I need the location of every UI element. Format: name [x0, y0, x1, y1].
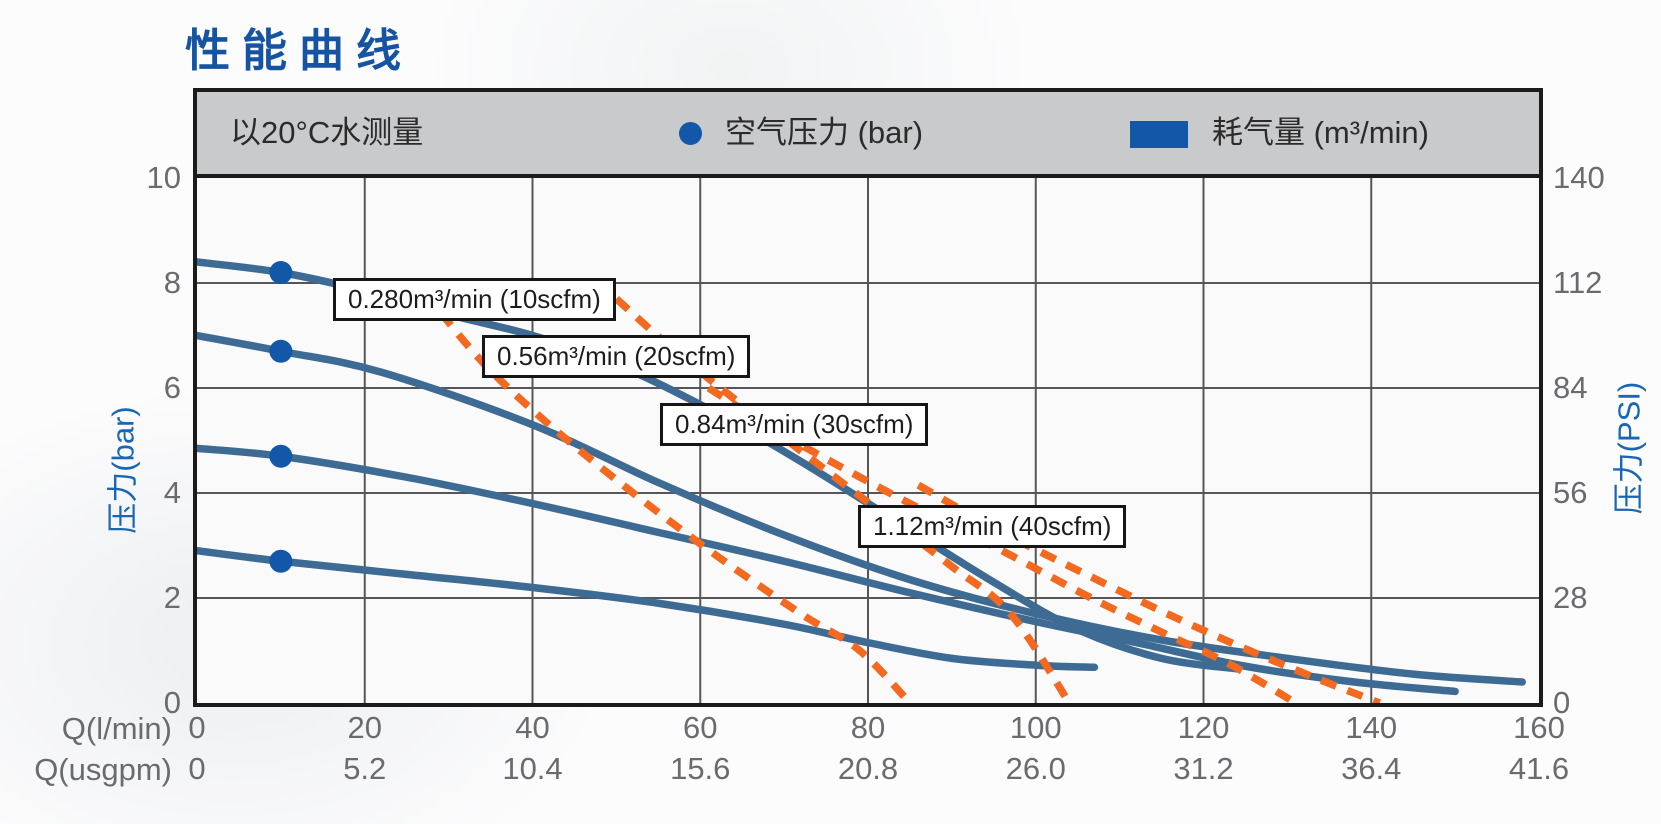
y-left-tick: 10 [146, 160, 181, 195]
y-right-tick: 112 [1553, 265, 1603, 300]
x-lmin-tick: 60 [683, 710, 718, 745]
x-lmin-tick: 140 [1345, 710, 1398, 745]
x-lmin-tick: 160 [1513, 710, 1565, 745]
x-lmin-tick: 120 [1177, 710, 1230, 745]
x-axis-usgpm-label: Q(usgpm) [34, 752, 172, 787]
x-lmin-tick: 0 [188, 710, 206, 745]
legend-air-consumption-label: 耗气量 (m³/min) [1212, 115, 1429, 150]
y-right-tick: 140 [1553, 160, 1605, 195]
y-left-tick: 8 [163, 265, 181, 300]
x-usgpm-tick: 10.4 [502, 751, 563, 786]
consumption-30scfm [706, 384, 1298, 703]
x-usgpm-tick: 31.2 [1173, 751, 1234, 786]
plot-area: 0.280m³/min (10scfm) 0.56m³/min (20scfm) 0… [193, 178, 1543, 707]
curve-label-2: 0.56m³/min (20scfm) [482, 335, 751, 378]
y-axis-left-ticks: 10 8 6 4 2 0 [0, 0, 181, 824]
y-right-tick: 28 [1553, 580, 1588, 615]
y-right-tick: 84 [1553, 370, 1588, 405]
chart-header: 以20°C水测量 空气压力 (bar) 耗气量 (m³/min) [193, 88, 1543, 178]
x-lmin-tick: 80 [850, 710, 886, 745]
measurement-note: 以20°C水测量 [230, 115, 424, 150]
pressure-curve-1-pressure-dot [269, 261, 293, 284]
pressure-curve-4 [197, 547, 1099, 672]
pressure-curve-2-pressure-dot [269, 339, 293, 363]
pressure-curve-3-pressure-dot [269, 444, 293, 468]
air-pressure-dot-icon [679, 122, 702, 145]
y-axis-right-title: 压力(PSI) [1611, 381, 1647, 515]
y-axis-right-ticks: 140 112 84 56 28 0 [1553, 0, 1661, 824]
x-lmin-tick: 100 [1009, 710, 1062, 745]
x-axis-lmin-label: Q(l/min) [61, 711, 172, 746]
air-consumption-bar-icon [1130, 121, 1188, 148]
y-left-tick: 6 [163, 370, 181, 405]
x-usgpm-tick: 15.6 [670, 751, 731, 786]
pressure-curve-4-pressure-dot [269, 549, 293, 573]
y-right-tick: 0 [1553, 685, 1571, 720]
curve-label-1: 0.280m³/min (10scfm) [333, 278, 616, 321]
curve-label-3: 0.84m³/min (30scfm) [660, 403, 929, 446]
y-left-tick: 0 [163, 685, 181, 720]
pressure-curve-2 [197, 331, 1526, 686]
y-left-tick: 4 [163, 475, 181, 510]
x-usgpm-tick: 26.0 [1005, 751, 1066, 786]
x-usgpm-tick: 5.2 [343, 751, 387, 786]
x-axis-lmin-row: Q(l/min) 0 20 40 60 80 100 120 140 160 [0, 708, 1661, 750]
x-lmin-tick: 40 [515, 710, 550, 745]
x-axis-usgpm-row: Q(usgpm) 0 5.2 10.4 15.6 20.8 26.0 31.2 36.4 41.… [0, 749, 1661, 791]
x-usgpm-tick: 20.8 [837, 751, 899, 786]
y-axis-left-title: 压力(bar) [105, 406, 141, 534]
y-right-tick: 56 [1553, 475, 1588, 510]
x-usgpm-tick: 0 [188, 751, 206, 786]
y-left-tick: 2 [163, 580, 181, 615]
curve-label-4: 1.12m³/min (40scfm) [858, 505, 1127, 548]
x-usgpm-tick: 41.6 [1508, 751, 1570, 786]
x-lmin-tick: 20 [347, 710, 382, 745]
pressure-curve-3 [197, 444, 1459, 696]
page-title: 性能曲线 [185, 25, 414, 76]
x-usgpm-tick: 36.4 [1341, 751, 1402, 786]
legend-air-pressure-label: 空气压力 (bar) [725, 115, 924, 150]
